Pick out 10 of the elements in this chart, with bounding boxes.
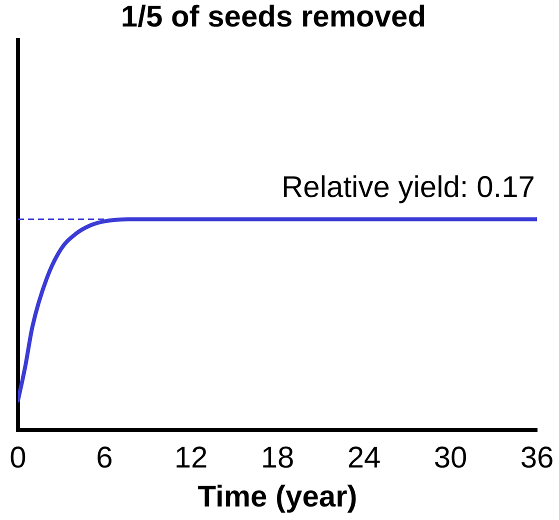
x-tick-label: 24 bbox=[347, 441, 381, 474]
x-tick-label: 0 bbox=[10, 441, 26, 474]
x-tick-label: 18 bbox=[260, 441, 294, 474]
x-axis-title: Time (year) bbox=[198, 480, 358, 514]
x-tick-label: 6 bbox=[96, 441, 113, 474]
x-tick-label: 12 bbox=[174, 441, 208, 474]
text: Relative yield: 0.17 bbox=[282, 171, 535, 204]
x-tick-label: 36 bbox=[520, 441, 554, 474]
x-tick-label: 30 bbox=[434, 441, 468, 474]
chart-title: 1/5 of seeds removed bbox=[120, 0, 426, 34]
